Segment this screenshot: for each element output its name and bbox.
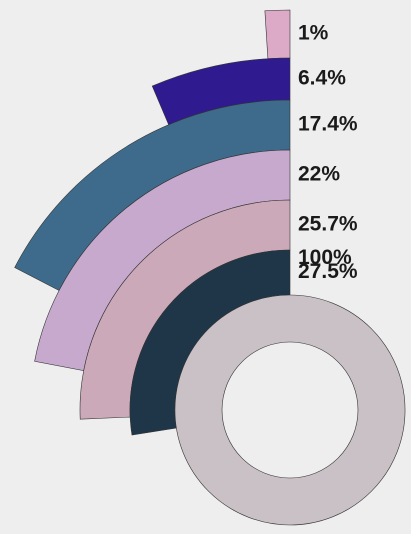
value-label: 22%: [298, 163, 340, 186]
radial-bar: [174, 294, 406, 526]
value-label: 100%: [298, 246, 352, 269]
value-label: 6.4%: [298, 67, 346, 90]
value-label: 17.4%: [298, 113, 358, 136]
value-label: 25.7%: [298, 213, 358, 236]
value-label: 27.5%: [298, 260, 358, 283]
radial-bar: [264, 9, 291, 60]
value-label: 1%: [298, 22, 329, 45]
